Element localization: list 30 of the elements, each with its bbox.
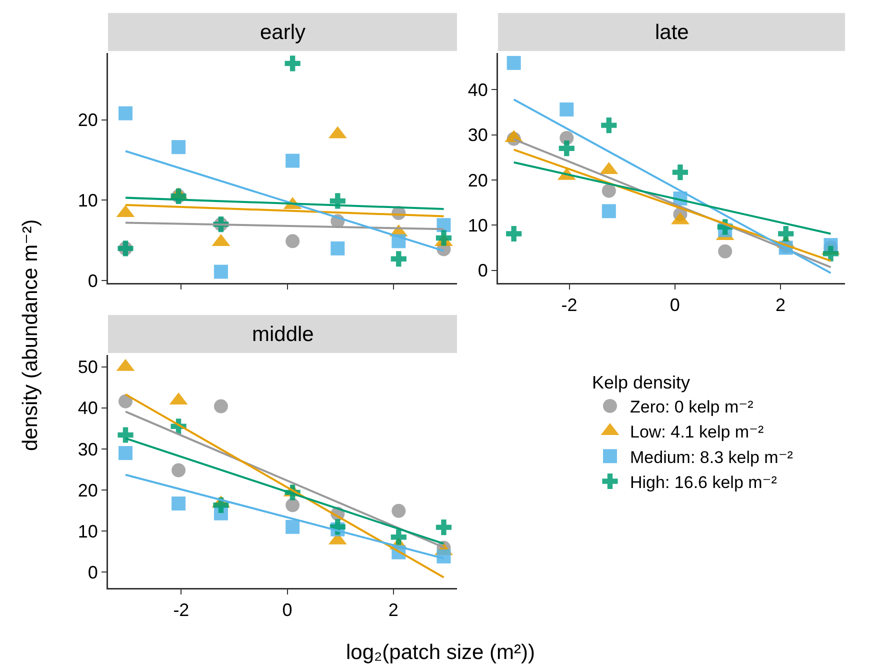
legend-label: Low: 4.1 kelp m⁻² [630, 422, 764, 442]
y-tick-label: 30 [78, 439, 98, 460]
x-tick-label: 2 [388, 600, 398, 620]
legend-title: Kelp density [592, 372, 690, 392]
x-tick-label: 2 [776, 295, 786, 316]
x-axis-title: log₂(patch size (m²)) [346, 641, 536, 664]
y-tick-label: 10 [78, 190, 98, 210]
y-tick-label: 10 [468, 215, 488, 236]
chart-title: early [260, 21, 306, 44]
x-tick-label: 0 [670, 295, 680, 316]
chart-title: middle [252, 323, 314, 346]
y-tick-label: 0 [88, 562, 98, 582]
y-tick-label: 20 [468, 170, 488, 190]
chart-title: late [655, 21, 689, 44]
legend-label: Medium: 8.3 kelp m⁻² [630, 448, 794, 467]
y-tick-label: 20 [78, 110, 98, 130]
y-tick-label: 50 [78, 357, 98, 378]
legend-label: High: 16.6 kelp m⁻² [630, 472, 778, 492]
y-tick-label: 0 [88, 270, 98, 291]
y-tick-label: 10 [78, 521, 98, 542]
y-tick-label: 30 [468, 125, 488, 146]
x-tick-label: -2 [173, 600, 190, 620]
y-tick-label: 20 [78, 480, 98, 500]
y-tick-label: 0 [478, 260, 488, 281]
x-tick-label: -2 [561, 295, 578, 316]
y-tick-label: 40 [78, 398, 98, 418]
x-tick-label: 0 [282, 600, 292, 620]
y-tick-label: 40 [468, 80, 488, 100]
y-axis-title: density (abundance m⁻²) [19, 219, 42, 451]
legend-label: Zero: 0 kelp m⁻² [630, 398, 754, 417]
